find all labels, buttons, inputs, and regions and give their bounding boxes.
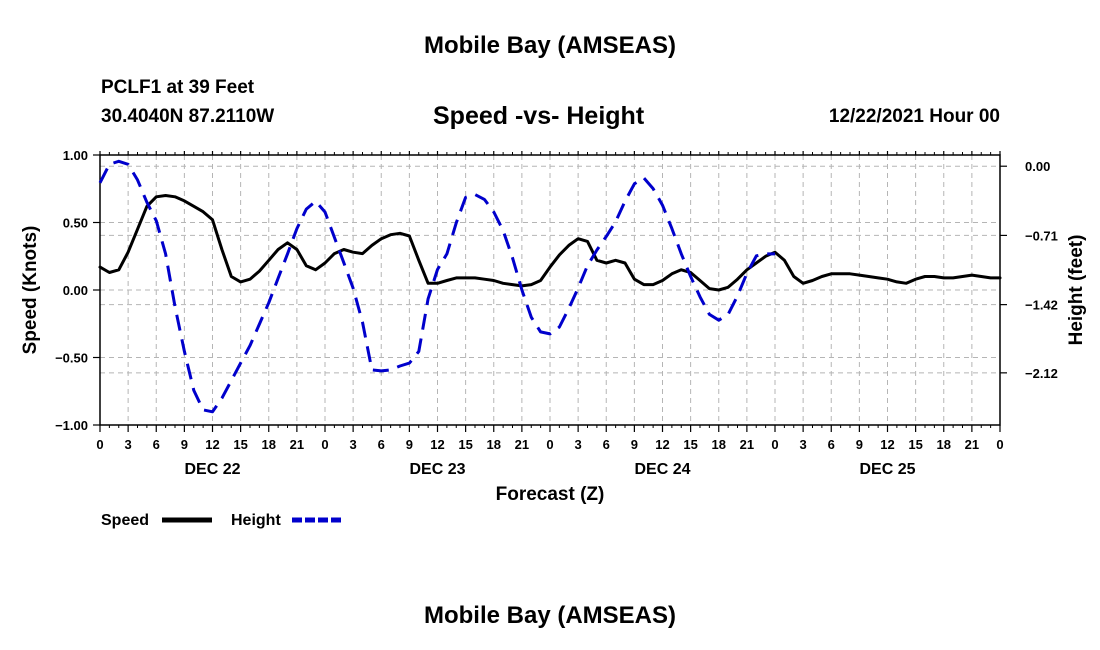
x-tick-label: 15 <box>458 437 472 452</box>
x-tick-label: 3 <box>575 437 582 452</box>
x-tick-label: 18 <box>712 437 726 452</box>
station-coordinates: 30.4040N 87.2110W <box>101 106 275 127</box>
x-tick-label: 15 <box>683 437 697 452</box>
footer-title: Mobile Bay (AMSEAS) <box>423 602 677 629</box>
x-tick-label: 0 <box>546 437 553 452</box>
x-tick-label: 21 <box>965 437 979 452</box>
station-name: PCLF1 at 39 Feet <box>101 77 255 98</box>
legend-label-speed: Speed <box>101 512 149 529</box>
x-tick-label: 6 <box>828 437 835 452</box>
y-tick-label: −0.50 <box>55 351 88 366</box>
x-tick-label: 18 <box>487 437 501 452</box>
x-tick-label: 18 <box>937 437 951 452</box>
day-label: DEC 25 <box>859 461 915 478</box>
y-tick-label: −1.00 <box>55 418 88 433</box>
x-tick-label: 12 <box>205 437 219 452</box>
y-tick-label: 1.00 <box>63 148 88 163</box>
chart-title: Speed -vs- Height <box>433 102 645 130</box>
y2-tick-label: −2.12 <box>1025 366 1058 381</box>
day-label: DEC 22 <box>184 461 240 478</box>
x-tick-label: 0 <box>771 437 778 452</box>
x-tick-label: 21 <box>515 437 529 452</box>
y2-axis-title: Height (feet) <box>1066 235 1087 346</box>
x-tick-label: 0 <box>96 437 103 452</box>
x-tick-label: 3 <box>350 437 357 452</box>
x-tick-label: 9 <box>631 437 638 452</box>
forecast-date: 12/22/2021 Hour 00 <box>828 106 1000 127</box>
y2-tick-label: −1.42 <box>1025 298 1058 313</box>
x-tick-label: 0 <box>321 437 328 452</box>
x-tick-label: 9 <box>856 437 863 452</box>
x-tick-label: 9 <box>181 437 188 452</box>
x-tick-label: 12 <box>880 437 894 452</box>
day-label: DEC 23 <box>409 461 465 478</box>
x-tick-label: 3 <box>125 437 132 452</box>
x-tick-label: 15 <box>908 437 922 452</box>
x-tick-label: 6 <box>603 437 610 452</box>
x-tick-label: 12 <box>655 437 669 452</box>
x-tick-label: 6 <box>378 437 385 452</box>
y-tick-label: 0.50 <box>63 216 88 231</box>
x-tick-label: 3 <box>800 437 807 452</box>
x-tick-label: 12 <box>430 437 444 452</box>
series-line-height <box>98 159 775 414</box>
x-axis-title: Forecast (Z) <box>496 484 605 505</box>
day-label: DEC 24 <box>634 461 690 478</box>
main-title: Mobile Bay (AMSEAS) <box>423 32 677 59</box>
y2-tick-label: −0.71 <box>1025 228 1058 243</box>
legend-label-height: Height <box>231 512 281 529</box>
x-tick-label: 18 <box>262 437 276 452</box>
x-tick-label: 9 <box>406 437 413 452</box>
x-tick-label: 21 <box>290 437 304 452</box>
y-axis-title: Speed (Knots) <box>20 226 41 355</box>
y-tick-label: 0.00 <box>63 283 88 298</box>
series-line-speed <box>98 194 1002 292</box>
x-tick-label: 15 <box>233 437 247 452</box>
x-tick-label: 0 <box>996 437 1003 452</box>
y2-tick-label: 0.00 <box>1025 159 1050 174</box>
x-tick-label: 21 <box>740 437 754 452</box>
x-tick-label: 6 <box>153 437 160 452</box>
